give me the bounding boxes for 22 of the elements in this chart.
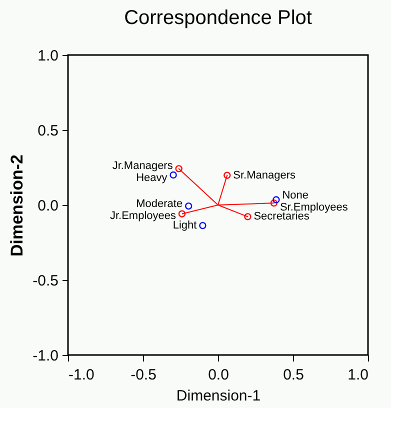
annotation: Secretaries: [254, 210, 310, 223]
annotation: Jr.Managers: [112, 160, 174, 172]
y-axis-title: Dimension-2: [8, 154, 27, 257]
y-tick-label: 1.0: [38, 48, 58, 64]
annotation: Heavy: [136, 172, 168, 184]
annotation: Moderate: [136, 198, 183, 210]
annotation: Jr.Employees: [110, 210, 176, 222]
y-tick-label: 0.5: [38, 122, 58, 140]
x-tick-label: 0.0: [208, 366, 229, 384]
x-tick-label: -0.5: [130, 366, 156, 384]
annotation: Sr.Managers: [233, 169, 296, 182]
x-tick-label: 1.0: [348, 366, 368, 384]
x-axis-title: Dimension-1: [176, 388, 261, 404]
y-tick-label: -1.0: [32, 348, 58, 364]
x-tick-label: 0.5: [283, 366, 304, 384]
annotation: Light: [172, 220, 197, 232]
x-tick-label: -1.0: [68, 366, 94, 384]
annotation: Sr.Employees: [280, 201, 348, 214]
y-tick-label: -0.5: [32, 272, 58, 290]
y-tick-label: 0.0: [38, 198, 58, 214]
chart-title: Correspondence Plot: [124, 7, 312, 29]
annotation: None: [282, 189, 308, 202]
